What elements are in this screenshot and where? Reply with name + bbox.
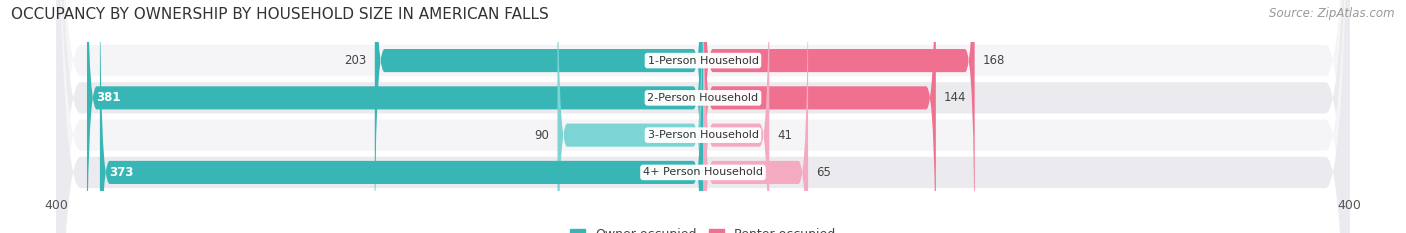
Text: 1-Person Household: 1-Person Household	[648, 56, 758, 65]
Text: 2-Person Household: 2-Person Household	[647, 93, 759, 103]
Text: 373: 373	[110, 166, 134, 179]
FancyBboxPatch shape	[703, 0, 936, 233]
FancyBboxPatch shape	[375, 0, 703, 233]
FancyBboxPatch shape	[56, 0, 1350, 233]
Text: 90: 90	[534, 129, 550, 142]
FancyBboxPatch shape	[703, 0, 974, 233]
FancyBboxPatch shape	[558, 0, 703, 233]
Text: 3-Person Household: 3-Person Household	[648, 130, 758, 140]
FancyBboxPatch shape	[56, 0, 1350, 233]
Text: OCCUPANCY BY OWNERSHIP BY HOUSEHOLD SIZE IN AMERICAN FALLS: OCCUPANCY BY OWNERSHIP BY HOUSEHOLD SIZE…	[11, 7, 548, 22]
FancyBboxPatch shape	[56, 0, 1350, 233]
FancyBboxPatch shape	[100, 0, 703, 233]
Text: Source: ZipAtlas.com: Source: ZipAtlas.com	[1270, 7, 1395, 20]
Text: 41: 41	[778, 129, 793, 142]
Text: 144: 144	[943, 91, 966, 104]
FancyBboxPatch shape	[703, 0, 769, 233]
FancyBboxPatch shape	[703, 0, 808, 233]
Text: 4+ Person Household: 4+ Person Household	[643, 168, 763, 177]
Text: 168: 168	[983, 54, 1005, 67]
Legend: Owner-occupied, Renter-occupied: Owner-occupied, Renter-occupied	[569, 229, 837, 233]
Text: 203: 203	[344, 54, 367, 67]
Text: 381: 381	[97, 91, 121, 104]
FancyBboxPatch shape	[56, 0, 1350, 233]
Text: 65: 65	[815, 166, 831, 179]
FancyBboxPatch shape	[87, 0, 703, 233]
